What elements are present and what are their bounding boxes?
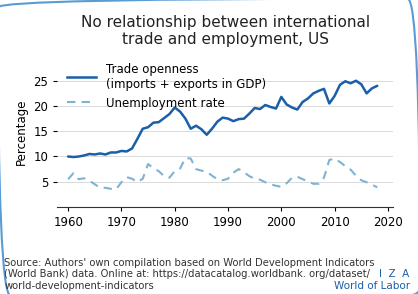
Text: I  Z  A
World of Labor: I Z A World of Labor (334, 270, 410, 291)
Legend: Trade openness
(imports + exports in GDP), Unemployment rate: Trade openness (imports + exports in GDP… (67, 63, 266, 110)
Title: No relationship between international
trade and employment, US: No relationship between international tr… (81, 15, 370, 47)
Y-axis label: Percentage: Percentage (15, 98, 28, 165)
Text: Source: Authors' own compilation based on World Development Indicators
(World Ba: Source: Authors' own compilation based o… (4, 258, 375, 291)
